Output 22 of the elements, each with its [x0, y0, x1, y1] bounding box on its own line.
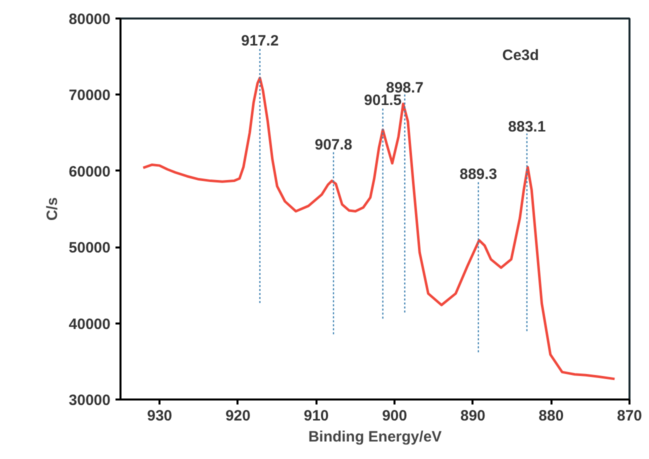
x-tick-label: 910 — [304, 408, 329, 424]
ref-line-label: 883.1 — [508, 118, 546, 136]
x-tick-label: 900 — [382, 408, 408, 424]
x-tick-label: 930 — [147, 408, 172, 424]
y-tick-label: 30000 — [68, 392, 111, 409]
x-tick-label: 890 — [460, 408, 486, 424]
y-tick-label: 40000 — [68, 316, 111, 333]
y-tick-label: 60000 — [68, 163, 111, 180]
y-tick-label: 80000 — [68, 11, 111, 28]
ref-line-label: 889.3 — [460, 166, 498, 184]
ref-line-label: 917.2 — [241, 32, 279, 50]
y-tick-label: 50000 — [68, 240, 111, 257]
y-axis-title: C/s — [44, 197, 61, 221]
x-tick-label: 870 — [616, 408, 642, 424]
annotation: Ce3d — [502, 47, 539, 64]
ref-line-label: 901.5 — [364, 92, 402, 109]
x-tick-label: 920 — [225, 408, 250, 424]
line-series — [142, 76, 616, 380]
x-axis-title: Binding Energy/eV — [308, 428, 442, 446]
x-tick-label: 880 — [538, 408, 564, 424]
ref-line-label: 907.8 — [314, 136, 352, 154]
y-tick-label: 70000 — [68, 87, 111, 104]
